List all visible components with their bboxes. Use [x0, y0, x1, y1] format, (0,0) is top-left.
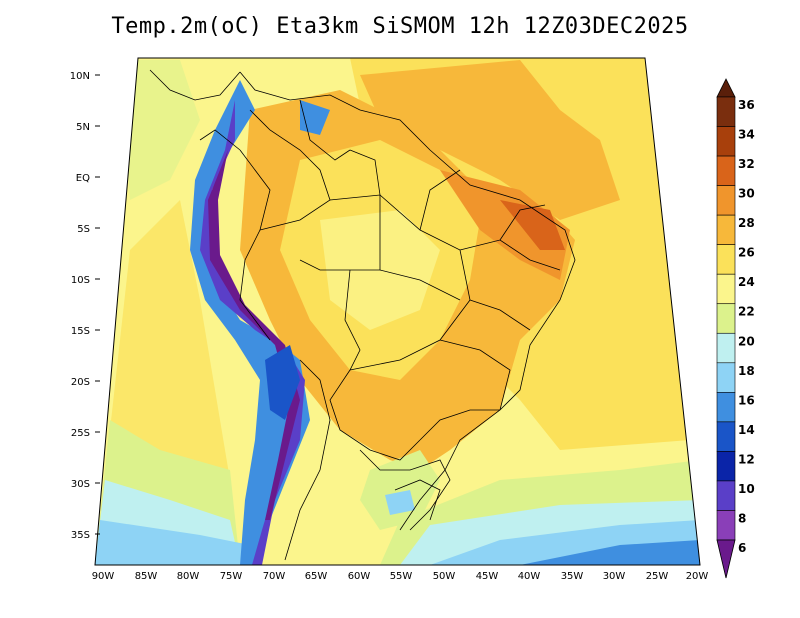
colorbar-segment [716, 392, 736, 423]
lon-label-55w: 55W [390, 571, 413, 582]
lon-label-25w: 25W [646, 571, 669, 582]
colorbar-segment [716, 96, 736, 127]
lat-label-5n: 5N [76, 122, 90, 133]
lat-label-5s: 5S [77, 224, 90, 235]
colorbar-label: 8 [738, 511, 746, 525]
lat-label-10n: 10N [70, 71, 90, 82]
lon-label-75w: 75W [220, 571, 243, 582]
lat-label-eq: EQ [76, 173, 90, 184]
colorbar-label: 18 [738, 364, 755, 378]
colorbar-bottom-arrow [716, 539, 736, 579]
colorbar-segment [716, 510, 736, 541]
lon-label-30w: 30W [603, 571, 626, 582]
colorbar-label: 26 [738, 246, 755, 260]
lat-label-15s: 15S [71, 326, 90, 337]
lat-label-25s: 25S [71, 428, 90, 439]
colorbar-label: 20 [738, 334, 755, 348]
colorbar-segment [716, 214, 736, 245]
lon-label-80w: 80W [177, 571, 200, 582]
colorbar-label: 12 [738, 452, 755, 466]
colorbar-label: 28 [738, 216, 755, 230]
colorbar-segment [716, 362, 736, 393]
colorbar-segment [716, 303, 736, 334]
lat-label-10s: 10S [71, 275, 90, 286]
colorbar-label: 36 [738, 98, 755, 112]
colorbar-label: 24 [738, 275, 755, 289]
colorbar-top-arrow [716, 78, 736, 98]
map-frame [94, 57, 701, 566]
colorbar-segment [716, 480, 736, 511]
colorbar-label: 6 [738, 541, 746, 555]
lon-label-20w: 20W [686, 571, 709, 582]
colorbar-label: 16 [738, 393, 755, 407]
lon-label-70w: 70W [263, 571, 286, 582]
temperature-field [95, 58, 700, 565]
colorbar-segment [716, 185, 736, 216]
lon-label-45w: 45W [476, 571, 499, 582]
lat-label-35s: 35S [71, 530, 90, 541]
lon-label-90w: 90W [92, 571, 115, 582]
lon-axis: 90W 85W 80W 75W 70W 65W 60W 55W 50W 45W … [92, 571, 709, 582]
lon-label-40w: 40W [518, 571, 541, 582]
colorbar-label: 14 [738, 423, 755, 437]
colorbar-label: 30 [738, 187, 755, 201]
borders [149, 69, 576, 561]
colorbar-segment [716, 451, 736, 482]
lon-label-60w: 60W [348, 571, 371, 582]
colorbar-segment [716, 126, 736, 157]
lon-label-50w: 50W [433, 571, 456, 582]
colorbar-label: 32 [738, 157, 755, 171]
colorbar-label: 10 [738, 482, 755, 496]
colorbar-label: 34 [738, 128, 755, 142]
colorbar: 36 34 32 30 28 26 24 22 20 18 16 14 12 10 8 6 [716, 78, 755, 579]
lat-label-30s: 30S [71, 479, 90, 490]
colorbar-segment [716, 155, 736, 186]
lon-label-65w: 65W [305, 571, 328, 582]
map-title: Temp.2m(oC) Eta3km SiSMOM 12h 12Z03DEC20… [111, 14, 689, 39]
colorbar-label: 22 [738, 305, 755, 319]
lon-label-85w: 85W [135, 571, 158, 582]
lat-label-20s: 20S [71, 377, 90, 388]
colorbar-segment [716, 273, 736, 305]
colorbar-segment [716, 332, 736, 364]
lat-axis: 10N 5N EQ 5S 10S 15S 20S 25S 30S 35S [70, 71, 100, 541]
colorbar-segment [716, 421, 736, 452]
lon-label-35w: 35W [561, 571, 584, 582]
colorbar-segment [716, 244, 736, 275]
